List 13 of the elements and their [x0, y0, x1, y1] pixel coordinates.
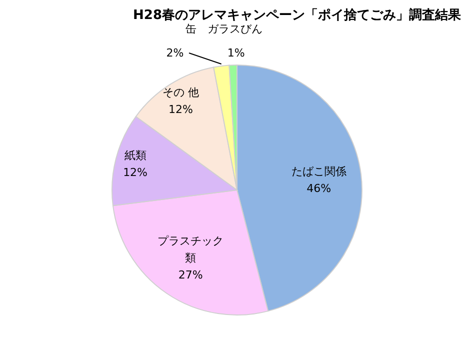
- data-label: 12%: [122, 164, 149, 181]
- slice-label: 紙類: [123, 148, 148, 164]
- slice-label: たばこ関係: [290, 164, 348, 180]
- slice-label: その 他: [161, 85, 200, 102]
- data-label: 2%: [166, 46, 184, 62]
- slice-label: プラスチック類: [156, 234, 225, 267]
- chart-title: H28春のアレマキャンペーン「ポイ捨てごみ」調査結果: [133, 6, 461, 24]
- data-label: 1%: [227, 46, 245, 62]
- slice-label: 缶: [186, 22, 196, 38]
- slice-label: ガラスびん: [208, 22, 262, 38]
- data-label: 46%: [306, 180, 332, 197]
- data-label: 27%: [177, 268, 204, 284]
- data-label: 12%: [168, 102, 194, 118]
